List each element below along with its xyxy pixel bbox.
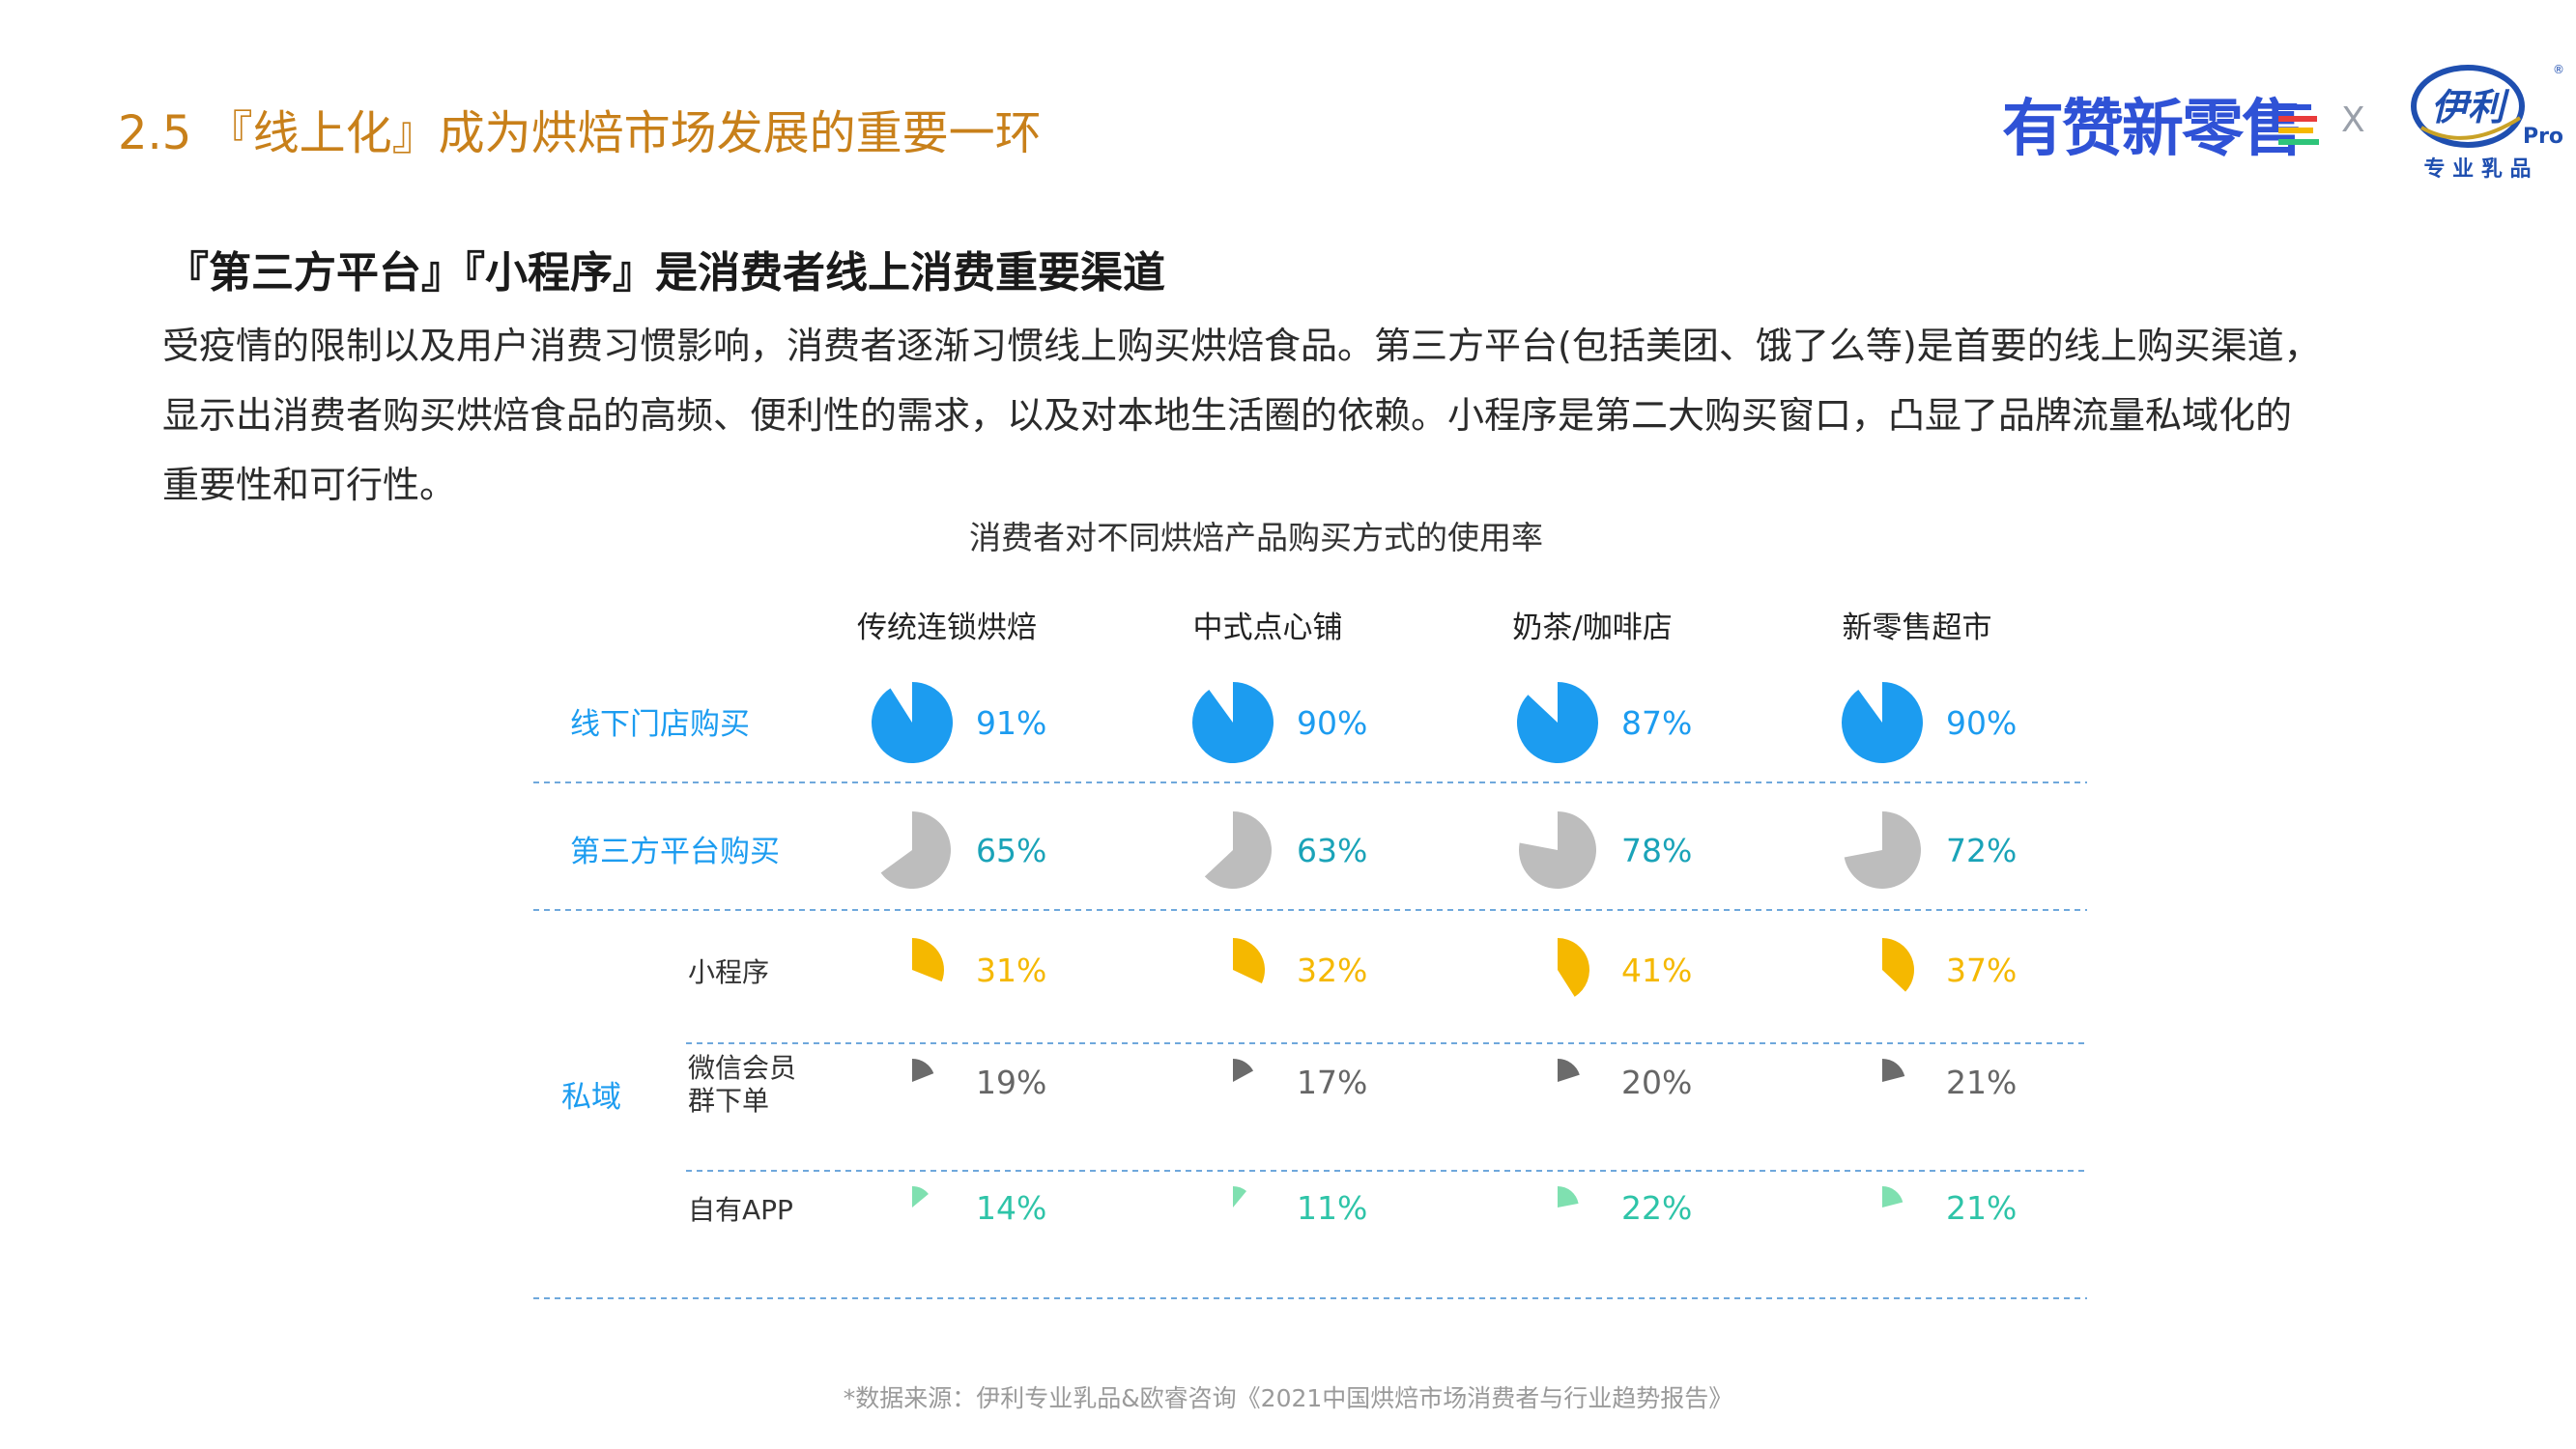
row-label: 群下单	[688, 1085, 769, 1117]
pie-slice	[1204, 811, 1273, 889]
pie-slice	[1882, 937, 1915, 992]
pie-slice	[912, 1059, 934, 1082]
data-label: 22%	[1621, 1189, 1692, 1227]
data-label: 19%	[976, 1064, 1046, 1101]
data-label: 11%	[1297, 1189, 1367, 1227]
column-header: 奶茶/咖啡店	[1512, 611, 1672, 645]
data-label: 20%	[1621, 1064, 1692, 1101]
data-label: 90%	[1946, 704, 2017, 742]
brand-stripes-icon	[2278, 104, 2319, 145]
data-label: 72%	[1946, 832, 2017, 869]
pie-slice	[1516, 682, 1598, 764]
body-line: 重要性和可行性。	[162, 464, 457, 506]
brand-logo-wordmark: 有赞新零售	[2002, 94, 2304, 165]
pie-slice	[1844, 811, 1922, 889]
column-header: 中式点心铺	[1193, 611, 1343, 645]
pie-slice	[912, 938, 944, 982]
data-label: 41%	[1621, 952, 1692, 989]
row-label: 小程序	[688, 956, 769, 988]
data-label: 87%	[1621, 704, 1692, 742]
data-label: 90%	[1297, 704, 1367, 742]
body-line: 显示出消费者购买烘焙食品的高频、便利性的需求，以及对本地生活圈的依赖。小程序是第…	[162, 394, 2293, 437]
chart-title: 消费者对不同烘焙产品购买方式的使用率	[969, 519, 1543, 556]
pie-slice	[1841, 682, 1923, 764]
data-label: 91%	[976, 704, 1046, 742]
data-label: 32%	[1297, 952, 1367, 989]
slide-title: 2.5 『线上化』成为烘焙市场发展的重要一环	[118, 106, 1042, 160]
data-label: 78%	[1621, 832, 1692, 869]
data-label: 21%	[1946, 1189, 2017, 1227]
pie-slice	[1233, 1059, 1254, 1082]
data-label: 65%	[976, 832, 1046, 869]
partner-logo-sub: Pro	[2523, 125, 2563, 149]
brand-separator: X	[2341, 100, 2365, 140]
row-label: 自有APP	[688, 1194, 793, 1226]
partner-tagline: 专 业 乳 品	[2424, 156, 2532, 182]
column-header: 传统连锁烘焙	[857, 611, 1037, 645]
registered-mark: ®	[2553, 63, 2564, 76]
pie-slice	[1558, 938, 1589, 997]
pie-slice	[880, 811, 952, 889]
pie-slice	[1882, 1186, 1903, 1208]
source-note: *数据来源：伊利专业乳品&欧睿咨询《2021中国烘焙市场消费者与行业趋势报告》	[843, 1384, 1733, 1412]
body-paragraph: 受疫情的限制以及用户消费习惯影响，消费者逐渐习惯线上购买烘焙食品。第三方平台(包…	[162, 311, 2414, 520]
pie-slice	[912, 1186, 929, 1208]
section-heading: 『第三方平台』『小程序』是消费者线上消费重要渠道	[166, 248, 1165, 298]
pie-slice	[1519, 811, 1597, 889]
row-label: 第三方平台购买	[570, 835, 780, 869]
pie-slice	[1558, 1059, 1580, 1082]
data-label: 17%	[1297, 1064, 1367, 1101]
row-label: 微信会员	[688, 1052, 796, 1084]
body-line: 受疫情的限制以及用户消费习惯影响，消费者逐渐习惯线上购买烘焙食品。第三方平台(包…	[162, 325, 2321, 367]
group-label: 私域	[561, 1080, 621, 1115]
data-label: 37%	[1946, 952, 2017, 989]
pie-slice	[872, 682, 954, 763]
partner-logo: 伊利 Pro ® 专 业 乳 品	[2411, 63, 2564, 182]
pie-slice	[1558, 1186, 1579, 1208]
pie-slice	[1233, 938, 1266, 984]
data-label: 31%	[976, 952, 1046, 989]
data-label: 63%	[1297, 832, 1367, 869]
data-label: 21%	[1946, 1064, 2017, 1101]
column-header: 新零售超市	[1843, 611, 1992, 645]
row-label: 线下门店购买	[570, 707, 750, 742]
pie-slice	[1191, 682, 1274, 764]
data-label: 14%	[976, 1189, 1046, 1227]
pie-slice	[1233, 1186, 1247, 1208]
pie-slice	[1882, 1059, 1905, 1082]
partner-logo-text: 伊利	[2431, 86, 2510, 128]
